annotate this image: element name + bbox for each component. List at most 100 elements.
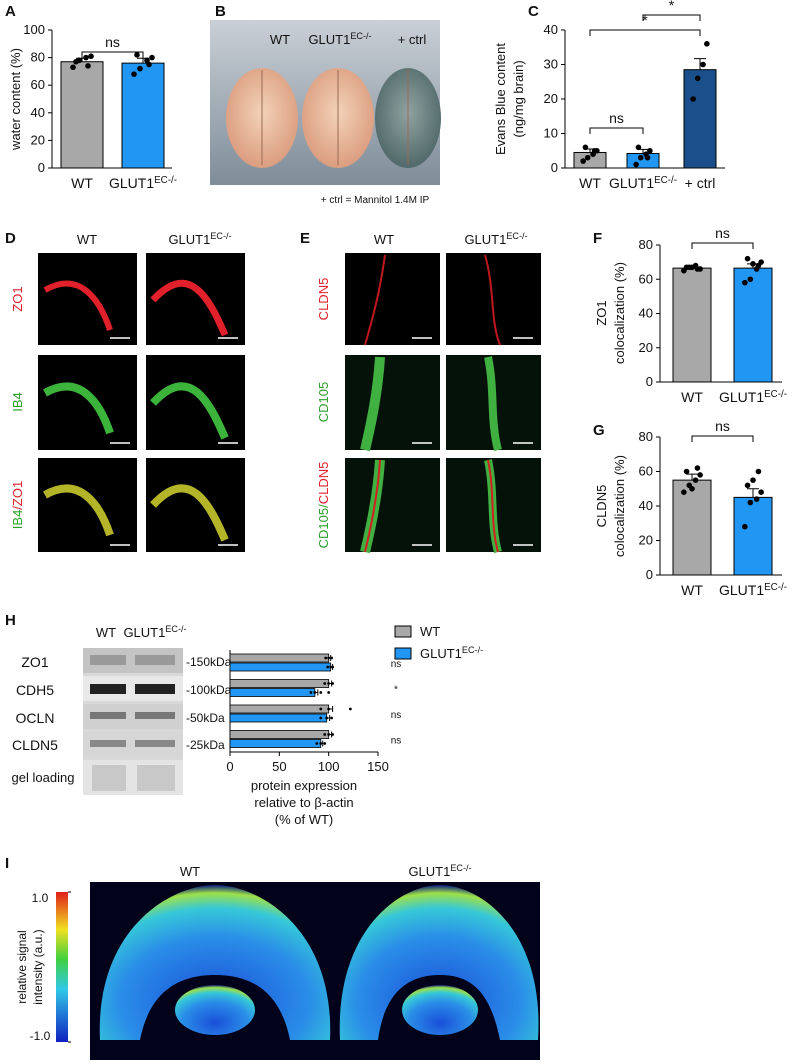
text-part: WT — [71, 175, 93, 191]
bar — [229, 713, 328, 723]
data-point — [327, 656, 331, 660]
y-tick-label: 20 — [639, 533, 653, 548]
text-part: -1.0 — [30, 1029, 51, 1043]
data-point — [146, 61, 152, 68]
error-bar — [686, 473, 698, 481]
text-part: D — [5, 230, 16, 247]
text-part: 0 — [38, 160, 45, 175]
superscript: EC-/- — [462, 645, 483, 655]
error-bar — [747, 488, 759, 498]
text-part: ns — [105, 34, 120, 50]
data-point — [690, 96, 696, 102]
text-part: 150 — [367, 759, 389, 774]
data-point — [315, 742, 319, 745]
text-part: 30 — [544, 57, 558, 72]
text-part: CD105/ — [316, 504, 331, 548]
row-label: IB4/ZO1 — [10, 481, 25, 529]
legend-label: GLUT1EC-/- — [420, 645, 483, 661]
text-part: F — [593, 230, 602, 247]
text-part: GLUT1 — [420, 646, 462, 661]
data-point — [319, 707, 323, 711]
data-point — [83, 54, 89, 61]
data-point — [694, 75, 701, 82]
data-point — [704, 41, 710, 47]
text-part: 60 — [31, 77, 45, 92]
y-axis-label: water content (%) — [8, 48, 23, 151]
data-point — [319, 716, 323, 720]
bar — [229, 688, 316, 697]
bar — [733, 496, 773, 576]
text-part: gel loading — [12, 770, 75, 785]
text-part: 80 — [639, 429, 653, 444]
legend-label: WT — [420, 624, 440, 639]
size-marker: -50kDa — [186, 711, 225, 725]
data-point — [134, 52, 140, 58]
text-part: ns — [391, 710, 402, 721]
y-axis-label: (ng/mg brain) — [511, 60, 526, 137]
data-point — [85, 63, 91, 69]
text-part: * — [642, 12, 648, 28]
data-point — [750, 261, 756, 267]
significance-label: ns — [715, 225, 730, 241]
bar — [683, 69, 717, 169]
text-part: water content (%) — [8, 48, 23, 151]
superscript: EC-/- — [506, 231, 527, 241]
y-axis-label: Evans Blue content — [493, 43, 508, 155]
row-label: ZO1 — [21, 654, 48, 670]
data-point — [319, 691, 323, 694]
data-point — [750, 477, 756, 483]
text-part: WT — [681, 582, 703, 598]
bar — [60, 61, 104, 169]
text-part: + ctrl — [398, 32, 427, 47]
x-tick-label: WT — [71, 175, 93, 191]
data-point — [742, 279, 748, 286]
significance-label: ns — [391, 659, 402, 670]
data-point — [327, 682, 331, 685]
text-part: IB4 — [10, 510, 25, 530]
text-part: ns — [715, 225, 730, 241]
y-tick-label: 0 — [646, 567, 653, 582]
text-part: A — [5, 3, 16, 20]
data-point — [323, 742, 327, 745]
panel-letter: A — [5, 3, 16, 20]
significance-bracket — [589, 127, 644, 134]
data-point — [689, 485, 695, 492]
data-point — [644, 154, 651, 161]
panel-letter: G — [593, 422, 605, 439]
data-point — [694, 266, 701, 272]
data-point — [149, 54, 155, 61]
superscript: EC-/- — [350, 31, 371, 41]
significance-label: ns — [105, 34, 120, 50]
text-part: 0 — [646, 374, 653, 389]
text-part: GLUT1 — [308, 32, 350, 47]
x-tick-label: GLUT1EC-/- — [719, 389, 787, 405]
text-part: 0 — [226, 759, 233, 774]
y-tick-label: 0 — [551, 160, 558, 175]
significance-label: * — [669, 0, 675, 13]
size-marker: -150kDa — [186, 655, 232, 669]
text-part: colocalization (%) — [612, 455, 627, 557]
superscript: EC-/- — [764, 582, 787, 593]
data-point — [744, 482, 751, 489]
text-part: (ng/mg brain) — [511, 60, 526, 137]
panel-letter: E — [300, 230, 310, 247]
text-part: CLDN5 — [12, 737, 58, 753]
mri-images — [56, 882, 540, 1060]
data-point — [323, 682, 327, 685]
data-point — [683, 264, 690, 271]
text-part: ns — [715, 418, 730, 434]
data-point — [755, 262, 762, 269]
data-point — [327, 733, 331, 736]
bar — [121, 62, 165, 169]
text-part: E — [300, 230, 310, 247]
data-point — [582, 144, 589, 151]
significance-bracket — [589, 29, 701, 36]
column-label: WT — [77, 232, 97, 247]
data-point — [647, 147, 653, 154]
panel-letter: D — [5, 230, 16, 247]
data-point — [325, 716, 329, 720]
text-part: GLUT1 — [408, 864, 450, 879]
x-tick-label: 50 — [272, 759, 286, 774]
data-point — [327, 707, 331, 711]
bar — [733, 267, 773, 383]
